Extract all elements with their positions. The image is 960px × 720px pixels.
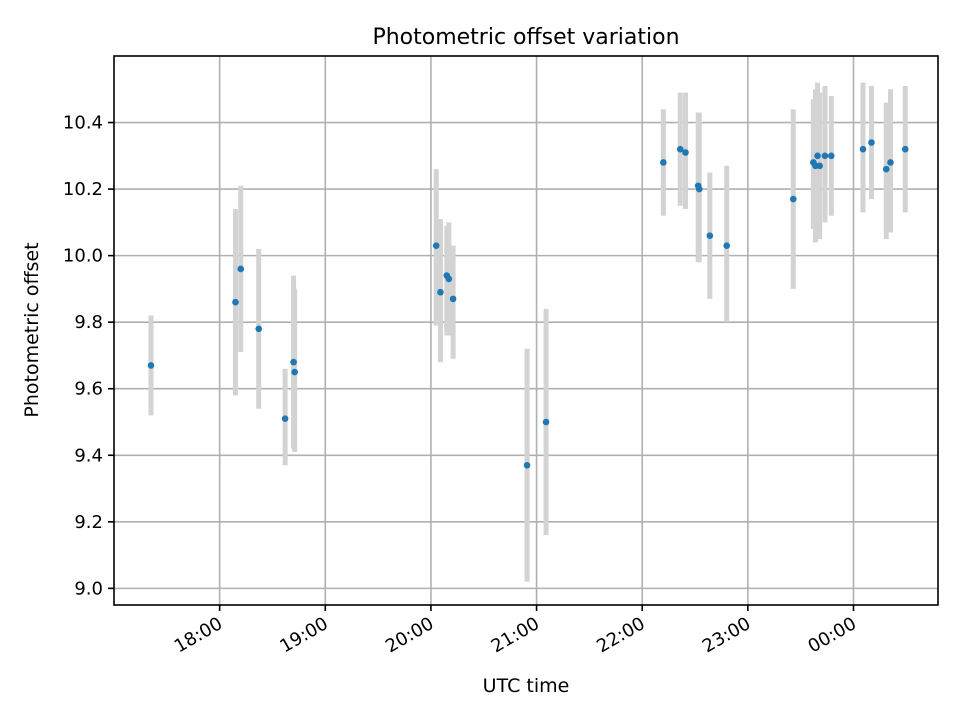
data-point	[682, 149, 689, 156]
data-point	[445, 275, 453, 283]
data-point	[523, 461, 531, 469]
y-tick-label: 10.0	[63, 246, 103, 267]
data-point	[695, 185, 703, 193]
chart-title: Photometric offset variation	[372, 25, 679, 50]
data-point	[147, 362, 155, 369]
data-point	[237, 265, 245, 273]
data-point	[887, 159, 894, 166]
plot-frame	[113, 55, 939, 606]
y-tick-label: 10.2	[63, 179, 103, 200]
y-tick-label: 9.6	[74, 379, 103, 400]
data-point	[859, 145, 867, 153]
data-point	[291, 368, 298, 376]
data-point	[660, 159, 667, 166]
x-axis-label: UTC time	[483, 675, 570, 697]
data-point	[290, 358, 297, 366]
data-point	[723, 242, 731, 249]
data-point	[676, 145, 684, 153]
data-point	[814, 152, 821, 160]
data-points	[147, 139, 909, 469]
data-point	[432, 242, 440, 249]
y-axis-label: Photometric offset	[21, 242, 43, 417]
data-point	[449, 295, 457, 303]
y-tick-label: 10.4	[63, 113, 103, 134]
y-tick-label: 9.2	[74, 512, 103, 533]
data-point	[821, 152, 829, 160]
data-point	[255, 325, 263, 333]
y-axis-ticks: 9.0 9.2 9.4 9.6 9.8 10.0 10.2 10.4	[63, 113, 114, 599]
data-point	[281, 415, 289, 422]
y-tick-label: 9.8	[74, 312, 103, 333]
data-point	[901, 145, 909, 153]
y-tick-label: 9.4	[74, 445, 103, 466]
data-point	[816, 162, 823, 170]
data-point	[542, 418, 550, 426]
data-point	[232, 298, 239, 306]
data-point	[882, 165, 890, 173]
y-tick-label: 9.0	[74, 578, 103, 599]
data-point	[828, 152, 835, 160]
data-point	[789, 195, 797, 203]
data-point	[868, 139, 875, 146]
data-point	[437, 288, 444, 296]
data-point	[706, 232, 714, 239]
